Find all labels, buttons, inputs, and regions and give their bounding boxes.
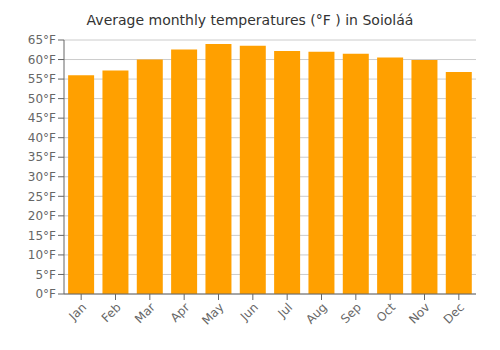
svg-text:Jul: Jul: [274, 300, 295, 321]
svg-text:50°F: 50°F: [28, 92, 56, 106]
svg-text:25°F: 25°F: [28, 190, 56, 204]
svg-text:Aug: Aug: [303, 300, 329, 326]
svg-text:Sep: Sep: [338, 300, 364, 326]
svg-text:May: May: [199, 300, 226, 327]
svg-text:20°F: 20°F: [28, 209, 56, 223]
svg-text:Dec: Dec: [441, 300, 467, 326]
svg-text:15°F: 15°F: [28, 229, 56, 243]
svg-text:Jun: Jun: [237, 300, 261, 324]
svg-text:Apr: Apr: [168, 300, 193, 325]
svg-text:10°F: 10°F: [28, 248, 56, 262]
svg-text:35°F: 35°F: [28, 150, 56, 164]
svg-text:65°F: 65°F: [28, 33, 56, 47]
svg-text:0°F: 0°F: [35, 287, 56, 301]
svg-text:55°F: 55°F: [28, 72, 56, 86]
svg-text:Feb: Feb: [99, 300, 124, 325]
svg-text:Mar: Mar: [132, 300, 158, 326]
html-text:Average monthly temperatures (: Average monthly temperatures (°F ) in So…: [86, 12, 414, 28]
svg-text:30°F: 30°F: [28, 170, 56, 184]
svg-text:5°F: 5°F: [35, 268, 56, 282]
svg-text:Jan: Jan: [66, 300, 90, 324]
svg-text:40°F: 40°F: [28, 131, 56, 145]
svg-text:45°F: 45°F: [28, 111, 56, 125]
svg-text:Oct: Oct: [374, 300, 399, 325]
svg-text:60°F: 60°F: [28, 53, 56, 67]
svg-text:Nov: Nov: [406, 300, 432, 326]
